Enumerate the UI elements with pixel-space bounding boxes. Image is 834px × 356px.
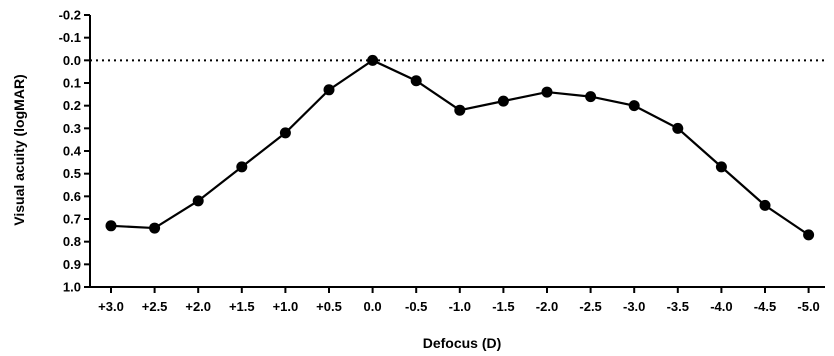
x-tick-label: +3.0 <box>98 299 124 314</box>
data-point <box>236 161 248 173</box>
x-tick-label: -4.5 <box>754 299 776 314</box>
y-tick-label: 0.8 <box>63 234 81 249</box>
x-tick-label: -0.5 <box>405 299 427 314</box>
data-point <box>628 100 640 112</box>
x-axis-label: Defocus (D) <box>423 335 502 351</box>
y-tick-label: 0.7 <box>63 212 81 227</box>
y-tick-label: 0.3 <box>63 121 81 136</box>
x-tick-label: -2.5 <box>579 299 601 314</box>
data-point <box>454 104 466 116</box>
data-point <box>759 199 771 211</box>
y-tick-label: 1.0 <box>63 280 81 295</box>
data-point <box>497 95 509 107</box>
x-tick-label: +1.0 <box>273 299 299 314</box>
data-point <box>672 122 684 134</box>
x-tick-label: -5.0 <box>797 299 819 314</box>
y-tick-label: 0.4 <box>63 144 82 159</box>
series-line <box>110 59 810 236</box>
x-tick-label: -1.5 <box>492 299 514 314</box>
x-tick-label: +2.0 <box>185 299 211 314</box>
data-point <box>149 222 161 234</box>
y-tick-label: 0.6 <box>63 189 81 204</box>
data-point <box>541 86 553 98</box>
y-tick-label: 0.0 <box>63 53 81 68</box>
x-tick-label: -3.5 <box>667 299 689 314</box>
y-tick-label: 0.2 <box>63 98 81 113</box>
x-tick-label: +0.5 <box>316 299 342 314</box>
data-point <box>105 220 117 232</box>
data-point <box>367 54 379 66</box>
data-point <box>410 75 422 87</box>
data-point <box>803 229 815 241</box>
y-tick-label: 0.1 <box>63 76 81 91</box>
x-tick-label: -1.0 <box>449 299 471 314</box>
y-tick-label: 0.9 <box>63 257 81 272</box>
y-tick-label: -0.1 <box>59 30 81 45</box>
y-tick-label: -0.2 <box>59 8 81 23</box>
data-point <box>585 91 597 103</box>
y-axis-label: Visual acuity (logMAR) <box>11 74 27 225</box>
x-tick-label: -4.0 <box>710 299 732 314</box>
x-tick-label: +2.5 <box>142 299 168 314</box>
y-tick-label: 0.5 <box>63 166 81 181</box>
x-tick-label: -2.0 <box>536 299 558 314</box>
data-point <box>279 127 291 139</box>
data-point <box>715 161 727 173</box>
data-point <box>323 84 335 96</box>
x-tick-label: +1.5 <box>229 299 255 314</box>
x-tick-label: 0.0 <box>364 299 382 314</box>
x-tick-label: -3.0 <box>623 299 645 314</box>
data-point <box>192 195 204 207</box>
